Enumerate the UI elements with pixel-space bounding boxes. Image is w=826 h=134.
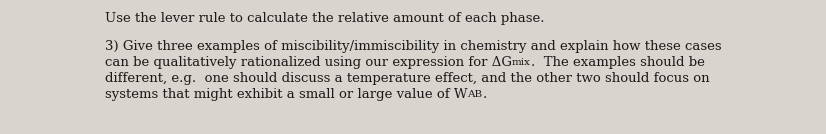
Text: .  The examples should be: . The examples should be — [531, 56, 705, 69]
Text: Use the lever rule to calculate the relative amount of each phase.: Use the lever rule to calculate the rela… — [105, 12, 544, 25]
Text: .: . — [482, 88, 487, 101]
Text: 3) Give three examples of miscibility/immiscibility in chemistry and explain how: 3) Give three examples of miscibility/im… — [105, 40, 722, 53]
Text: systems that might exhibit a small or large value of W: systems that might exhibit a small or la… — [105, 88, 468, 101]
Text: can be qualitatively rationalized using our expression for ΔG: can be qualitatively rationalized using … — [105, 56, 512, 69]
Text: mix: mix — [512, 58, 531, 67]
Text: AB: AB — [468, 90, 482, 99]
Text: different, e.g.  one should discuss a temperature effect, and the other two shou: different, e.g. one should discuss a tem… — [105, 72, 710, 85]
